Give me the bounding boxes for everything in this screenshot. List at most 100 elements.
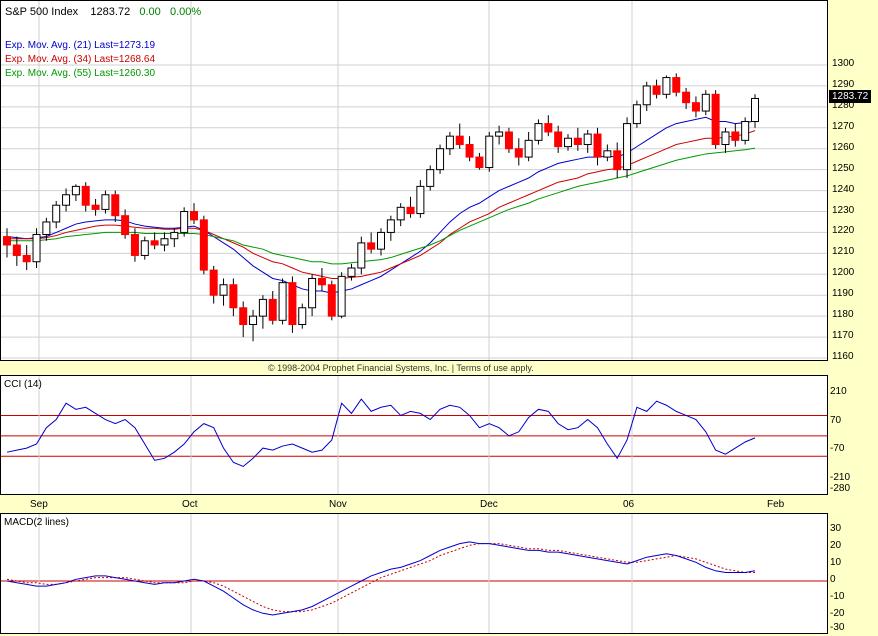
candle-body (3, 236, 11, 246)
candle-body (524, 139, 533, 158)
price-panel: S&P 500 Index 1283.72 0.00 0.00% Exp. Mo… (0, 0, 828, 361)
candle-body (721, 131, 730, 146)
x-tick-label: Oct (182, 499, 198, 510)
x-tick-label: Sep (30, 499, 48, 510)
candle-body (534, 123, 543, 141)
candle-body (662, 77, 671, 95)
cci-tick-label: -70 (830, 443, 845, 455)
candle-body (32, 234, 41, 263)
candle-body (268, 298, 277, 321)
candle-body (652, 85, 661, 95)
price-tick-label: 1270 (832, 120, 855, 132)
candle-body (455, 135, 464, 146)
candle-body (249, 315, 258, 326)
macd-title: MACD(2 lines) (4, 517, 70, 528)
candle-body (691, 102, 700, 112)
macd-tick-label: 30 (830, 523, 842, 534)
candle-body (741, 121, 750, 141)
candle-body (672, 77, 681, 93)
legend-ema34: Exp. Mov. Avg. (34) Last=1268.64 (5, 54, 155, 65)
candle-body (239, 307, 248, 326)
candle-body (544, 123, 553, 133)
candle-body (475, 156, 484, 169)
candle-body (406, 206, 415, 215)
cci-panel: CCI (14) (0, 375, 828, 495)
candle-body (436, 148, 445, 171)
cci-tick-label: -210 (830, 471, 851, 483)
candle-body (22, 254, 31, 263)
candle-body (347, 267, 356, 277)
signal-line (6, 543, 755, 613)
candle-body (386, 219, 395, 233)
candle-body (514, 148, 523, 158)
price-tick-label: 1240 (832, 183, 855, 195)
cci-line (6, 398, 756, 468)
candle-body (101, 194, 110, 210)
candle-body (554, 131, 563, 148)
candle-body (367, 242, 376, 250)
x-tick-label: Nov (329, 499, 347, 510)
candle-body (426, 169, 435, 187)
candle-body (190, 211, 198, 221)
price-tick-label: 1230 (832, 204, 855, 216)
price-tick-label: 1260 (832, 141, 855, 153)
candle-body (357, 242, 366, 269)
candle-body (150, 240, 159, 246)
macd-panel: MACD(2 lines) (0, 513, 828, 634)
candle-body (573, 137, 582, 146)
macd-tick-label: -20 (830, 608, 845, 619)
x-tick-label: Feb (767, 499, 785, 510)
price-tick-label: 1190 (832, 288, 854, 300)
candle-body (317, 277, 326, 286)
candle-body (613, 150, 622, 171)
candle-body (160, 238, 169, 246)
macd-tick-label: -10 (830, 591, 845, 602)
candle-body (485, 135, 494, 169)
legend-ema21: Exp. Mov. Avg. (21) Last=1273.19 (5, 40, 155, 51)
index-name: S&P 500 Index (5, 6, 79, 18)
macd-tick-label: 20 (830, 540, 842, 551)
candle-body (258, 298, 267, 317)
candle-body (229, 284, 238, 309)
candle-body (564, 137, 572, 148)
candle-body (711, 93, 720, 146)
x-tick-label: Dec (480, 499, 498, 510)
last-value: 1283.72 (90, 6, 131, 18)
candle-body (327, 284, 336, 317)
candle-body (288, 282, 297, 326)
candle-body (52, 204, 61, 223)
candle-body (642, 85, 651, 106)
price-tick-label: 1210 (832, 246, 855, 258)
price-chart (1, 1, 827, 360)
candle-body (495, 131, 504, 137)
chart-header: S&P 500 Index 1283.72 0.00 0.00% (5, 6, 201, 18)
candle-body (278, 282, 287, 321)
cci-tick-label: -280 (830, 483, 851, 494)
candle-body (111, 194, 120, 217)
cci-title: CCI (14) (4, 379, 42, 390)
candle-body (593, 133, 602, 158)
candle-body (298, 307, 307, 326)
candle-body (81, 185, 90, 206)
candle-body (121, 215, 130, 236)
candle-body (751, 97, 759, 123)
candle-body (396, 206, 405, 221)
copyright-text: © 1998-2004 Prophet Financial Systems, I… (268, 363, 534, 373)
candle-body (219, 284, 228, 296)
candle-body (623, 123, 632, 171)
price-tick-label: 1200 (832, 267, 855, 279)
last-price-box: 1283.72 (829, 90, 872, 103)
macd-tick-label: -30 (830, 622, 845, 633)
candle-body (199, 219, 208, 271)
candle-body (682, 91, 691, 104)
candle-body (209, 269, 218, 296)
macd-chart (1, 514, 827, 633)
candle-body (91, 204, 100, 210)
macd-line (6, 541, 756, 616)
candle-body (465, 144, 474, 158)
price-tick-label: 1280 (832, 99, 855, 111)
price-tick-label: 1180 (832, 309, 854, 321)
price-tick-label: 1300 (832, 58, 855, 69)
legend-ema55: Exp. Mov. Avg. (55) Last=1260.30 (5, 68, 155, 79)
candle-body (377, 231, 385, 250)
